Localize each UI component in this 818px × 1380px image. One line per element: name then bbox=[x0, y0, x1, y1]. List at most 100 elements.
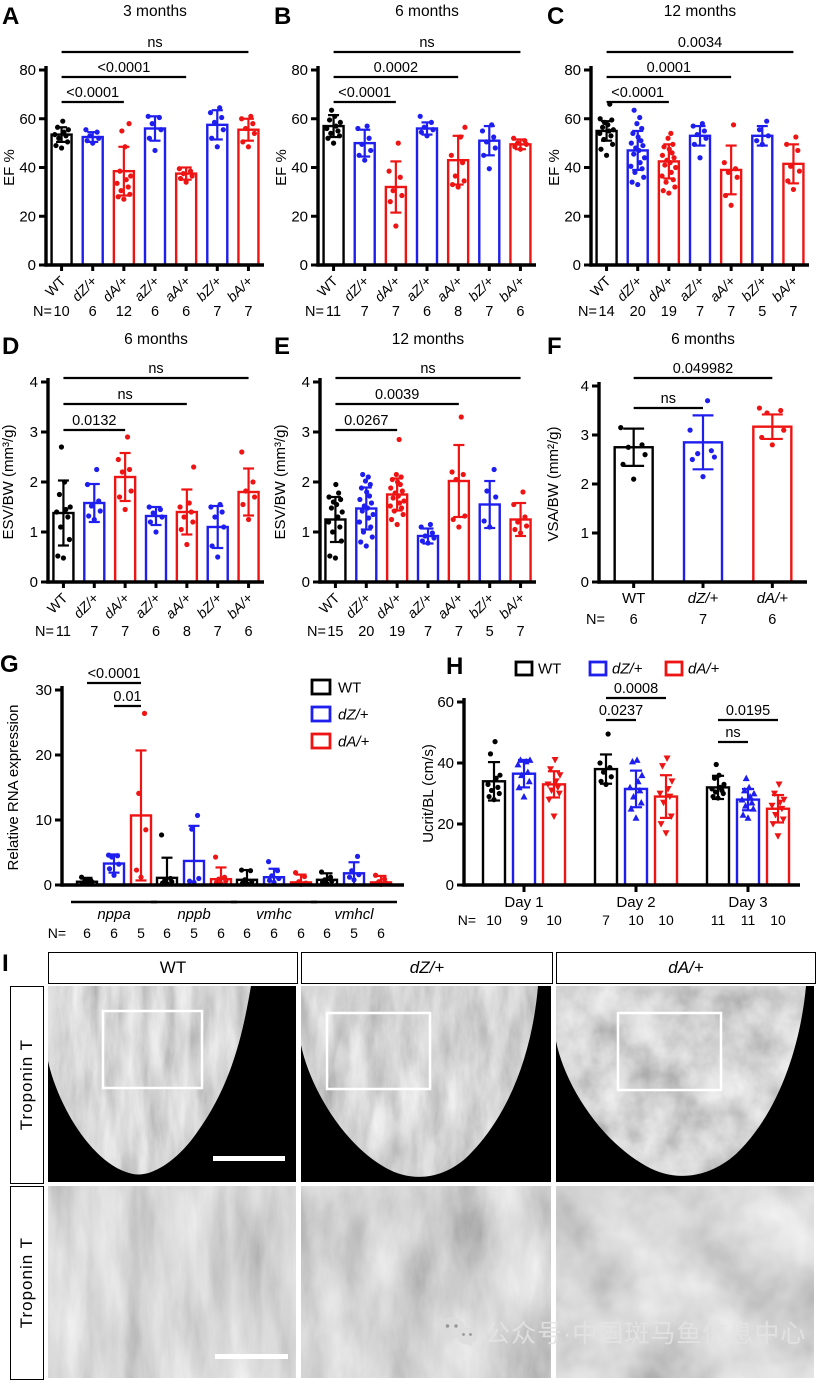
scatter-point bbox=[221, 874, 228, 880]
x-label: aA/+ bbox=[706, 273, 738, 305]
scatter-point bbox=[361, 503, 367, 509]
legend-label: WT bbox=[338, 680, 361, 697]
x-label: dZ/+ bbox=[68, 273, 99, 304]
chart-title: 6 months bbox=[395, 3, 459, 20]
scatter-point bbox=[393, 471, 399, 478]
scatter-point bbox=[114, 853, 121, 859]
scatter-point bbox=[609, 141, 616, 147]
x-label: bA/+ bbox=[224, 590, 256, 622]
y-tick-label: 0 bbox=[44, 877, 52, 894]
scatter-point bbox=[418, 524, 424, 530]
scatter-point bbox=[395, 140, 401, 146]
scatter-point bbox=[597, 760, 603, 766]
y-tick-label: 3 bbox=[581, 427, 589, 444]
scatter-point bbox=[461, 178, 467, 184]
scatter-point bbox=[487, 751, 494, 757]
n-value: 12 bbox=[116, 304, 132, 320]
scatter-point bbox=[610, 127, 616, 133]
n-label: N= bbox=[307, 624, 326, 640]
scatter-point bbox=[91, 516, 97, 523]
scatter-point bbox=[296, 879, 302, 885]
scatter-point bbox=[318, 869, 325, 875]
scatter-point bbox=[548, 787, 556, 795]
scatter-point bbox=[187, 168, 194, 174]
scatter-point bbox=[484, 488, 490, 494]
x-label: aA/+ bbox=[162, 590, 194, 622]
scatter-point bbox=[214, 144, 220, 150]
scatter-point bbox=[421, 124, 427, 130]
scatter-point bbox=[793, 134, 799, 140]
scatter-point bbox=[609, 117, 615, 123]
scatter-point bbox=[492, 145, 498, 151]
micrograph-wt-overview bbox=[48, 986, 296, 1182]
micrograph-wt-zoom bbox=[48, 1186, 296, 1378]
scatter-point bbox=[333, 481, 339, 488]
legend-swatch bbox=[514, 660, 534, 677]
scatter-point bbox=[457, 134, 464, 140]
scatter-point bbox=[764, 118, 770, 124]
scatter-point bbox=[387, 503, 393, 509]
scatter-point bbox=[689, 456, 695, 463]
group-label: nppa bbox=[97, 906, 130, 923]
scale-bar bbox=[213, 1156, 285, 1161]
n-label: N= bbox=[305, 304, 324, 320]
scatter-point bbox=[398, 505, 405, 511]
x-label: dA/+ bbox=[644, 273, 676, 305]
scatter-point bbox=[124, 434, 131, 440]
n-value: 11 bbox=[711, 912, 726, 928]
scatter-point bbox=[368, 524, 374, 530]
n-value: 6 bbox=[217, 925, 225, 941]
bar bbox=[478, 139, 501, 267]
scatter-point bbox=[450, 516, 456, 523]
scatter-point bbox=[660, 799, 668, 807]
scatter-point bbox=[209, 543, 215, 549]
sig-label: ns bbox=[148, 361, 163, 377]
scatter-point bbox=[691, 141, 697, 147]
sig-label: <0.0001 bbox=[338, 85, 391, 101]
scatter-point bbox=[362, 478, 369, 484]
scatter-point bbox=[425, 540, 431, 546]
scatter-point bbox=[631, 476, 637, 482]
scatter-point bbox=[60, 555, 67, 561]
scatter-point bbox=[364, 489, 370, 495]
scatter-point bbox=[721, 781, 727, 787]
scatter-point bbox=[56, 491, 63, 498]
sig-label: 0.0132 bbox=[72, 413, 116, 429]
scatter-point bbox=[659, 173, 665, 179]
scatter-point bbox=[330, 140, 337, 146]
scatter-point bbox=[356, 872, 362, 878]
y-tick-label: 0 bbox=[300, 257, 308, 274]
scatter-point bbox=[744, 814, 752, 821]
scatter-point bbox=[598, 146, 604, 152]
x-label: bZ/+ bbox=[738, 273, 769, 304]
y-tick-label: 2 bbox=[581, 476, 589, 493]
scatter-point bbox=[133, 867, 140, 873]
scatter-point bbox=[428, 119, 434, 126]
n-value: 20 bbox=[630, 304, 646, 320]
scatter-point bbox=[149, 121, 155, 127]
scatter-point bbox=[625, 444, 631, 450]
scatter-point bbox=[525, 777, 533, 785]
scatter-point bbox=[708, 448, 714, 454]
scatter-point bbox=[251, 130, 258, 136]
n-value: 6 bbox=[245, 624, 253, 640]
scatter-point bbox=[690, 123, 696, 129]
scatter-point bbox=[759, 141, 765, 147]
scatter-point bbox=[546, 766, 554, 773]
scatter-point bbox=[177, 175, 184, 182]
scatter-point bbox=[338, 496, 344, 503]
y-axis-label: EF % bbox=[273, 149, 290, 186]
n-label: N= bbox=[35, 624, 54, 640]
scatter-point bbox=[517, 530, 524, 536]
scatter-point bbox=[245, 144, 252, 150]
wechat-icon bbox=[439, 1317, 477, 1347]
scatter-point bbox=[600, 769, 607, 775]
scatter-point bbox=[717, 784, 723, 790]
n-value: 6 bbox=[270, 925, 278, 941]
scatter-point bbox=[117, 168, 123, 174]
scatter-point bbox=[354, 853, 361, 859]
scatter-point bbox=[641, 174, 647, 180]
tissue-image-wt bbox=[48, 986, 285, 1175]
